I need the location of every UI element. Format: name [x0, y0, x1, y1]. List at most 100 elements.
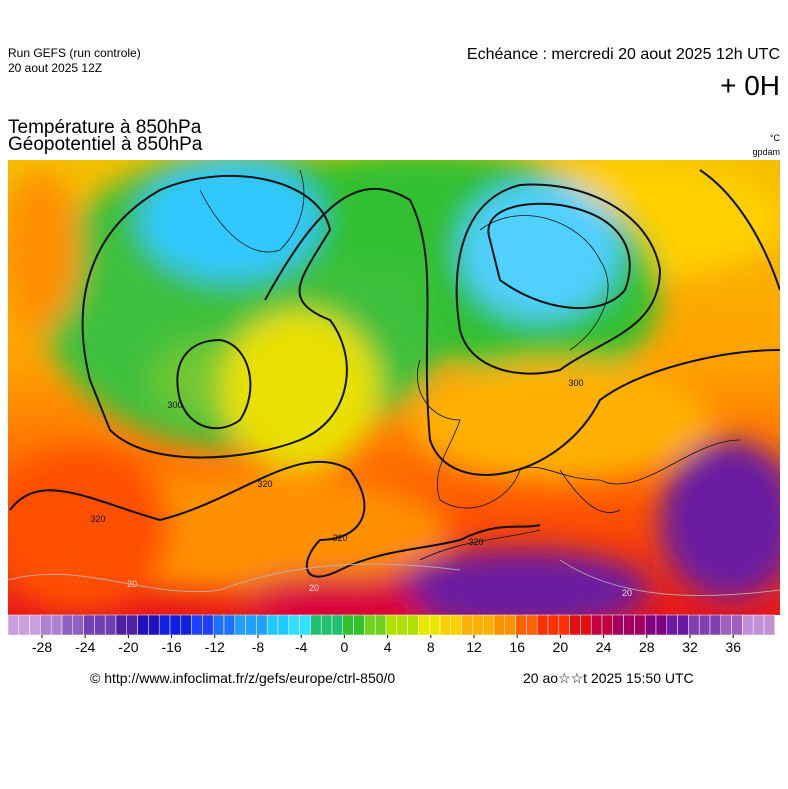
- colorbar-cell: [18, 614, 30, 636]
- colorbar-cell: [50, 614, 63, 636]
- colorbar-cell: [61, 614, 74, 636]
- colorbar-cell: [472, 614, 484, 636]
- contour-label: 20: [127, 579, 137, 589]
- colorbar-cell: [126, 614, 138, 636]
- temperature-field: [8, 160, 780, 615]
- colorbar-cell: [450, 614, 462, 636]
- colorbar-cell: [83, 614, 95, 636]
- colorbar-tick-label: -12: [205, 639, 225, 655]
- colorbar-cell: [731, 614, 743, 636]
- colorbar-cell: [137, 614, 149, 636]
- colorbar-cell: [266, 614, 279, 636]
- title-geopotential: Géopotentiel à 850hPa: [8, 134, 203, 155]
- colorbar-tick-label: -20: [118, 639, 138, 655]
- colorbar-cell: [288, 614, 300, 636]
- colorbar-cell: [353, 614, 365, 636]
- colorbar-cell: [763, 614, 776, 636]
- colorbar-cell: [612, 614, 624, 636]
- colorbar-cell: [234, 614, 246, 636]
- colorbar-cell: [666, 614, 678, 636]
- colorbar-cell: [104, 614, 117, 636]
- colorbar-tick-label: 4: [384, 639, 392, 655]
- colorbar-cell: [310, 614, 322, 636]
- colorbar-cell: [558, 614, 570, 636]
- colorbar-cell: [601, 614, 614, 636]
- colorbar-cell: [180, 614, 192, 636]
- colorbar-tick-label: 8: [427, 639, 435, 655]
- colorbar-cell: [29, 614, 41, 636]
- colorbar-tick-label: 20: [553, 639, 569, 655]
- colorbar-tick-label: 24: [596, 639, 612, 655]
- colorbar-cell: [320, 614, 333, 636]
- colorbar-tick-label: 28: [639, 639, 655, 655]
- colorbar-cell: [342, 614, 354, 636]
- colorbar-cell: [72, 614, 84, 636]
- colorbar-tick-label: -28: [32, 639, 52, 655]
- contour-label: 320: [332, 533, 347, 543]
- colorbar-cell: [299, 614, 311, 636]
- footer-source: © http://www.infoclimat.fr/z/gefs/europe…: [90, 670, 396, 686]
- run-date: 20 aout 2025 12Z: [8, 61, 103, 75]
- footer-generated: 20 ao☆☆t 2025 15:50 UTC: [523, 670, 694, 686]
- colorbar-cell: [202, 614, 214, 636]
- colorbar-cell: [94, 614, 106, 636]
- colorbar-cell: [655, 614, 668, 636]
- contour-label: 320: [468, 537, 483, 547]
- contour-label: 300: [568, 378, 583, 388]
- colorbar-cell: [407, 614, 419, 636]
- colorbar-cell: [158, 614, 171, 636]
- colorbar-cell: [396, 614, 408, 636]
- colorbar-tick-label: -16: [161, 639, 181, 655]
- colorbar-cell: [385, 614, 398, 636]
- colorbar-cell: [752, 614, 765, 636]
- colorbar-cell: [515, 614, 527, 636]
- contour-label: 20: [309, 583, 319, 593]
- colorbar-tick-label: -8: [252, 639, 265, 655]
- colorbar-cell: [547, 614, 560, 636]
- colorbar-cell: [277, 614, 290, 636]
- colorbar-tick-label: 36: [725, 639, 741, 655]
- contour-label: 20: [622, 588, 632, 598]
- colorbar-cell: [698, 614, 711, 636]
- colorbar-cell: [536, 614, 549, 636]
- colorbar-cell: [7, 614, 20, 636]
- colorbar-cell: [223, 614, 236, 636]
- colorbar-cell: [418, 614, 430, 636]
- colorbar-tick-label: 0: [341, 639, 349, 655]
- colorbar-cell: [148, 614, 160, 636]
- echeance: Echéance : mercredi 20 aout 2025 12h UTC: [466, 46, 780, 63]
- colorbar-cell: [482, 614, 495, 636]
- lead-time: + 0H: [720, 70, 780, 101]
- colorbar-tick-label: -24: [75, 639, 95, 655]
- colorbar-cell: [580, 614, 592, 636]
- colorbar-cell: [493, 614, 506, 636]
- colorbar-cell: [526, 614, 538, 636]
- colorbar-cell: [439, 614, 452, 636]
- colorbar-cell: [169, 614, 182, 636]
- colorbar-cell: [331, 614, 344, 636]
- colorbar-cell: [504, 614, 516, 636]
- colorbar-tick-label: 12: [466, 639, 482, 655]
- contour-label: 320: [257, 479, 272, 489]
- colorbar-cell: [677, 614, 689, 636]
- colorbar-cell: [688, 614, 700, 636]
- title-temperature: Température à 850hPa: [8, 117, 202, 138]
- unit-temperature: °C: [769, 133, 780, 143]
- colorbar-cell: [634, 614, 646, 636]
- colorbar-cell: [644, 614, 657, 636]
- colorbar-cell: [364, 614, 376, 636]
- colorbar-tick-label: 32: [682, 639, 698, 655]
- colorbar-cell: [245, 614, 257, 636]
- colorbar-cell: [461, 614, 473, 636]
- run-label: Run GEFS (run controle): [8, 46, 141, 60]
- colorbar-cell: [590, 614, 603, 636]
- colorbar-cell: [742, 614, 754, 636]
- colorbar-cell: [191, 614, 203, 636]
- colorbar-tick-label: -4: [295, 639, 308, 655]
- colorbar-cell: [115, 614, 128, 636]
- colorbar-cell: [709, 614, 722, 636]
- contour-label: 300: [167, 400, 182, 410]
- colorbar-cell: [212, 614, 225, 636]
